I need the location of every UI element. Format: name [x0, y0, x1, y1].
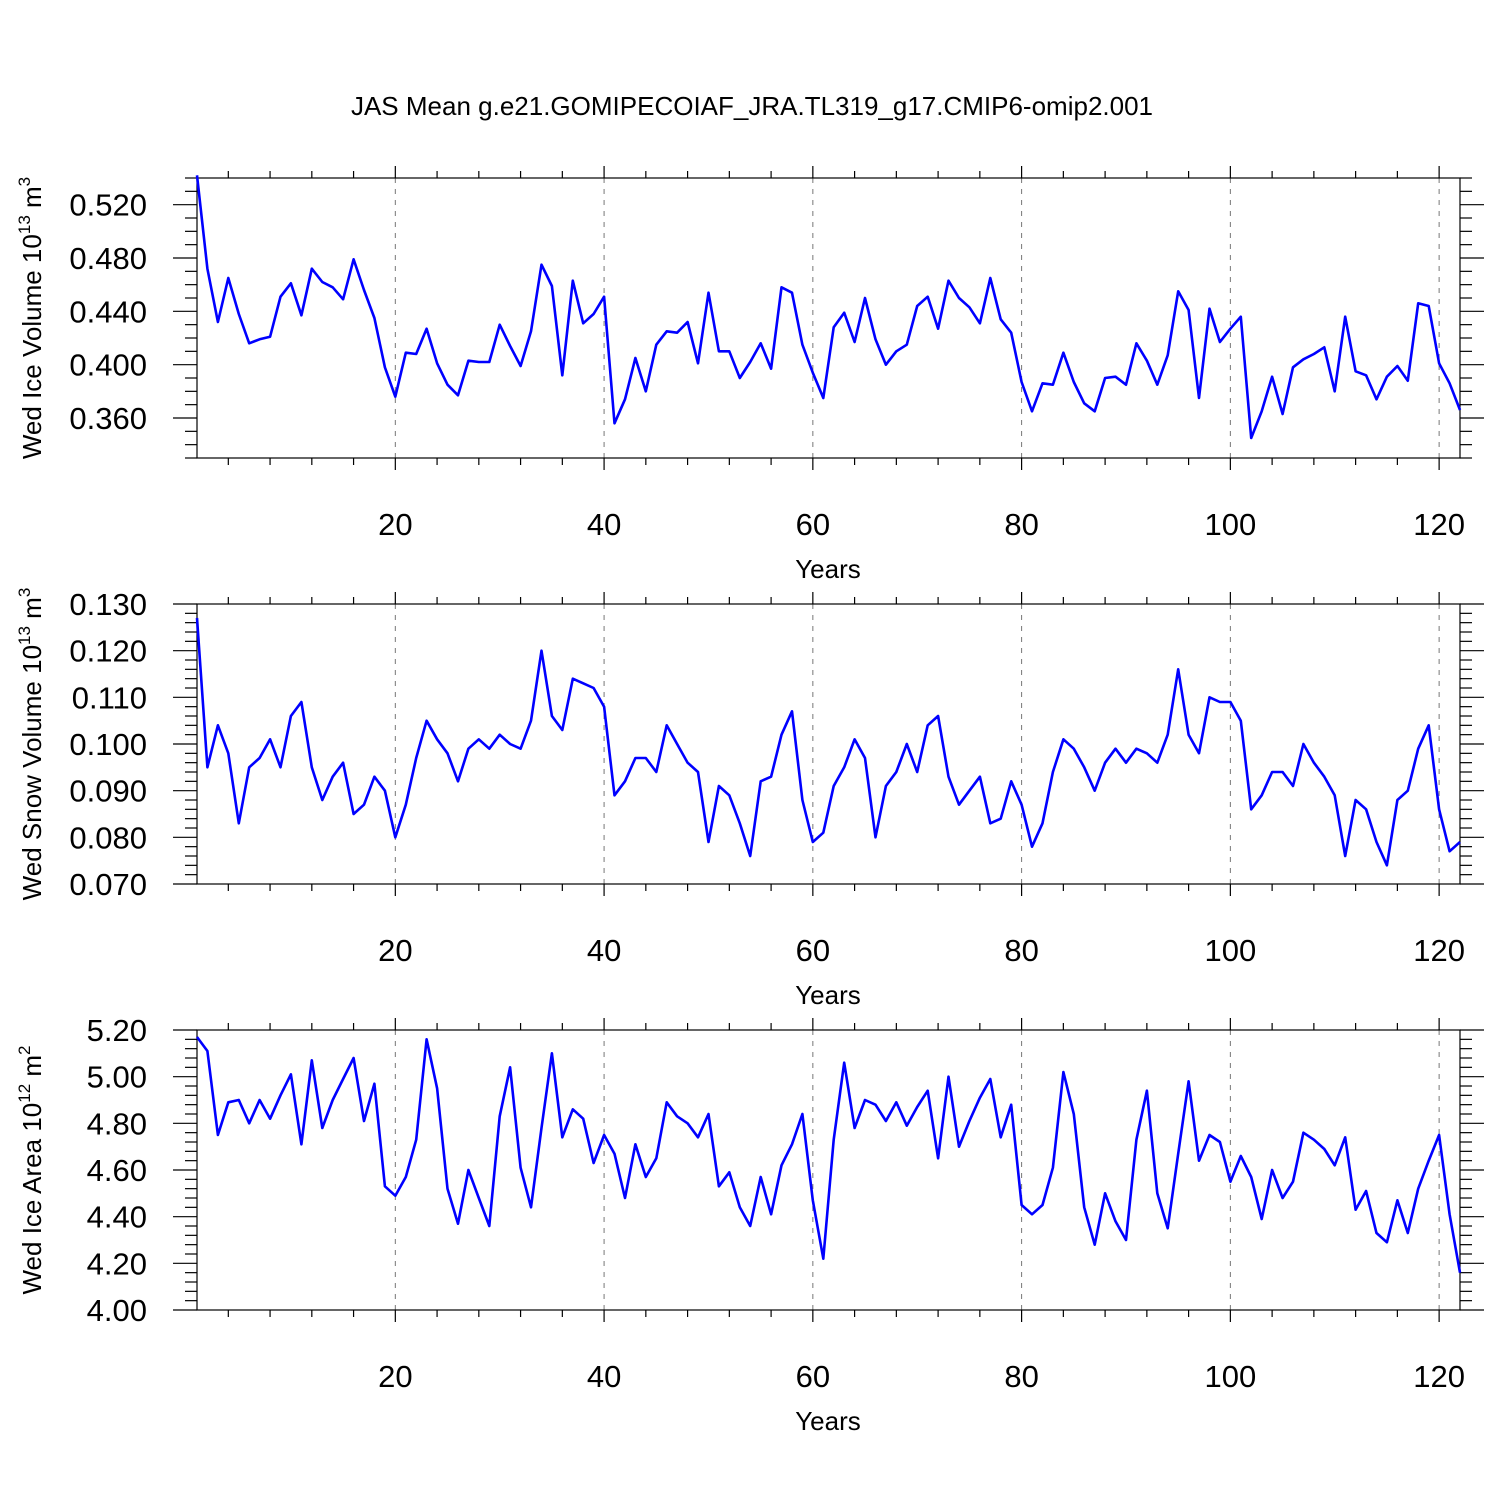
- x-axis-title: Years: [795, 980, 861, 1010]
- x-tick-label: 60: [796, 507, 830, 542]
- y-tick-label: 4.00: [87, 1293, 147, 1328]
- x-tick-label: 20: [378, 933, 412, 968]
- plot-frame: [196, 1029, 1461, 1311]
- y-tick-label: 4.60: [87, 1153, 147, 1188]
- y-axis-title-unit-exponent: 3: [15, 177, 34, 186]
- y-tick-label: 4.20: [87, 1246, 147, 1281]
- panel-ice-area: 20 40 60 80 100 120 4.00 4.20 4.40 4.60 4.80 5.00 5.…: [15, 1013, 1484, 1436]
- y-tick-label: 0.080: [69, 820, 147, 855]
- y-tick-label: 0.110: [72, 680, 147, 715]
- y-tick-label: 5.20: [87, 1013, 147, 1048]
- x-tick-label: 40: [587, 933, 621, 968]
- x-tick-label: 120: [1413, 933, 1465, 968]
- panel-snow-volume: 20 40 60 80 100 120 0.070 0.080 0.090 0.100 0.110 0…: [15, 587, 1484, 1010]
- x-tick-label: 100: [1204, 933, 1256, 968]
- plot-frame: [196, 177, 1461, 459]
- x-tick-label: 120: [1413, 1359, 1465, 1394]
- y-axis-title-main: Wed Snow Volume 10: [17, 645, 47, 900]
- x-tick-label: 100: [1204, 507, 1256, 542]
- y-tick-label: 0.400: [69, 348, 147, 383]
- y-tick-label: 0.120: [69, 634, 147, 669]
- y-tick-label: 4.40: [87, 1200, 147, 1235]
- x-tick-label: 20: [378, 1359, 412, 1394]
- y-axis-title-unit-exponent: 3: [15, 588, 34, 597]
- figure-title: JAS Mean g.e21.GOMIPECOIAF_JRA.TL319_g17…: [351, 91, 1153, 121]
- x-tick-label: 80: [1004, 1359, 1038, 1394]
- plot-frame: [196, 603, 1461, 885]
- x-tick-label: 120: [1413, 507, 1465, 542]
- panel-ice-volume: 20 40 60 80 100 120 0.360 0.400 0.440 0.480 0.520 Y…: [15, 166, 1484, 584]
- x-tick-label: 100: [1204, 1359, 1256, 1394]
- y-axis-title: Wed Snow Volume 1013 m3: [15, 588, 47, 901]
- y-axis-title-unit: m: [17, 597, 47, 626]
- y-tick-label: 4.80: [87, 1106, 147, 1141]
- x-tick-label: 40: [587, 507, 621, 542]
- y-axis-title-main: Wed Ice Volume 10: [17, 234, 47, 459]
- y-tick-label: 5.00: [87, 1060, 147, 1095]
- y-tick-label: 0.130: [69, 587, 147, 622]
- series-line: [195, 617, 1461, 867]
- y-axis-title-main: Wed Ice Area 10: [17, 1103, 47, 1295]
- x-axis-title: Years: [795, 1406, 861, 1436]
- x-tick-label: 80: [1004, 933, 1038, 968]
- x-tick-label: 20: [378, 507, 412, 542]
- y-axis-title: Wed Ice Volume 1013 m3: [15, 177, 47, 459]
- y-tick-label: 0.520: [69, 188, 147, 223]
- y-axis-title-exponent: 13: [15, 215, 34, 234]
- y-tick-label: 0.440: [69, 294, 147, 329]
- x-axis-title: Years: [795, 554, 861, 584]
- x-tick-label: 60: [796, 933, 830, 968]
- y-tick-label: 0.100: [69, 727, 147, 762]
- x-tick-label: 80: [1004, 507, 1038, 542]
- y-axis-title-unit: m: [17, 1055, 47, 1084]
- y-axis-title-exponent: 12: [15, 1084, 34, 1103]
- y-tick-label: 0.480: [69, 241, 147, 276]
- y-tick-label: 0.070: [69, 867, 147, 902]
- series-line: [195, 175, 1462, 440]
- y-axis-title: Wed Ice Area 1012 m2: [15, 1045, 47, 1294]
- y-tick-label: 0.360: [69, 401, 147, 436]
- series-line: [195, 1036, 1462, 1273]
- y-axis-title-exponent: 13: [15, 626, 34, 645]
- y-axis-title-unit-exponent: 2: [15, 1045, 34, 1054]
- y-tick-label: 0.090: [69, 774, 147, 809]
- x-tick-label: 40: [587, 1359, 621, 1394]
- x-tick-label: 60: [796, 1359, 830, 1394]
- y-axis-title-unit: m: [17, 186, 47, 215]
